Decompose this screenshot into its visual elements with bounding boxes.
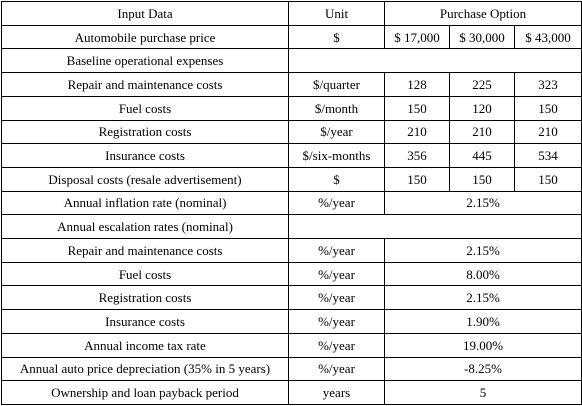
row-unit: $/year — [288, 119, 385, 145]
option-1-value: $ 17,000 — [384, 24, 450, 50]
row-unit: $ — [288, 24, 385, 50]
empty-cell — [287, 48, 582, 74]
empty-cell — [287, 214, 582, 240]
row-label: Repair and maintenance costs — [1, 72, 289, 97]
row-label: Registration costs — [1, 119, 289, 145]
row-label: Insurance costs — [1, 143, 289, 168]
row-unit: $/six-months — [288, 143, 385, 168]
row-label: Annual auto price depreciation (35% in 5… — [1, 356, 289, 382]
row-unit: %/year — [288, 261, 385, 287]
row-label: Insurance costs — [1, 309, 289, 334]
option-2-value: 120 — [449, 95, 515, 121]
shared-value: 5 — [383, 380, 582, 405]
option-2-value: 225 — [449, 72, 515, 97]
table-row-esc-repair: Repair and maintenance costs %/year 2.15… — [1, 238, 582, 263]
table-row-income-tax: Annual income tax rate %/year 19.00% — [1, 332, 582, 358]
row-label: Registration costs — [1, 285, 289, 311]
option-3-value: 150 — [513, 95, 582, 121]
option-1-value: 356 — [384, 143, 450, 168]
table-row-esc-insurance: Insurance costs %/year 1.90% — [1, 309, 582, 334]
table-row-insurance: Insurance costs $/six-months 356 445 534 — [1, 143, 582, 168]
option-1-value: 150 — [384, 95, 450, 121]
option-3-value: 323 — [513, 72, 582, 97]
row-label: Fuel costs — [1, 95, 289, 121]
row-unit: %/year — [288, 285, 385, 311]
row-unit: $ — [288, 166, 385, 192]
row-unit: %/year — [288, 332, 385, 358]
option-3-value: 150 — [513, 166, 582, 192]
option-1-value: 150 — [384, 166, 450, 192]
shared-value: 2.15% — [383, 190, 582, 216]
shared-value: -8.25% — [383, 356, 582, 382]
header-unit: Unit — [288, 1, 385, 26]
row-unit: $/quarter — [288, 72, 385, 97]
header-row: Input Data Unit Purchase Option — [1, 1, 582, 26]
option-3-value: $ 43,000 — [513, 24, 582, 50]
option-3-value: 210 — [513, 119, 582, 145]
row-label: Automobile purchase price — [1, 24, 289, 50]
shared-value: 19.00% — [383, 332, 582, 358]
table-row-fuel: Fuel costs $/month 150 120 150 — [1, 95, 582, 121]
row-label: Fuel costs — [1, 261, 289, 287]
table-row-esc-registration: Registration costs %/year 2.15% — [1, 285, 582, 311]
shared-value: 2.15% — [383, 238, 582, 263]
header-purchase-option: Purchase Option — [383, 1, 582, 26]
option-1-value: 210 — [384, 119, 450, 145]
option-2-value: 210 — [449, 119, 515, 145]
option-2-value: 445 — [449, 143, 515, 168]
table-row-inflation: Annual inflation rate (nominal) %/year 2… — [1, 190, 582, 216]
row-unit: %/year — [288, 356, 385, 382]
table-row-purchase-price: Automobile purchase price $ $ 17,000 $ 3… — [1, 24, 582, 50]
option-2-value: 150 — [449, 166, 515, 192]
option-1-value: 128 — [384, 72, 450, 97]
section-label: Baseline operational expenses — [1, 48, 289, 74]
section-label: Annual escalation rates (nominal) — [1, 214, 289, 240]
shared-value: 2.15% — [383, 285, 582, 311]
option-3-value: 534 — [513, 143, 582, 168]
shared-value: 8.00% — [383, 261, 582, 287]
option-2-value: $ 30,000 — [449, 24, 515, 50]
section-row-escalation: Annual escalation rates (nominal) — [1, 214, 582, 240]
shared-value: 1.90% — [383, 309, 582, 334]
row-label: Disposal costs (resale advertisement) — [1, 166, 289, 192]
row-label: Ownership and loan payback period — [1, 380, 289, 405]
table-row-repair: Repair and maintenance costs $/quarter 1… — [1, 72, 582, 97]
row-unit: %/year — [288, 309, 385, 334]
header-input-data: Input Data — [1, 1, 289, 26]
row-unit: %/year — [288, 190, 385, 216]
row-unit: $/month — [288, 95, 385, 121]
row-label: Annual income tax rate — [1, 332, 289, 358]
row-unit: %/year — [288, 238, 385, 263]
table-row-disposal: Disposal costs (resale advertisement) $ … — [1, 166, 582, 192]
row-label: Annual inflation rate (nominal) — [1, 190, 289, 216]
table-row-depreciation: Annual auto price depreciation (35% in 5… — [1, 356, 582, 382]
table-row-esc-fuel: Fuel costs %/year 8.00% — [1, 261, 582, 287]
section-row-baseline: Baseline operational expenses — [1, 48, 582, 74]
table-row-ownership: Ownership and loan payback period years … — [1, 380, 582, 405]
row-unit: years — [288, 380, 385, 405]
row-label: Repair and maintenance costs — [1, 238, 289, 263]
table-row-registration: Registration costs $/year 210 210 210 — [1, 119, 582, 145]
